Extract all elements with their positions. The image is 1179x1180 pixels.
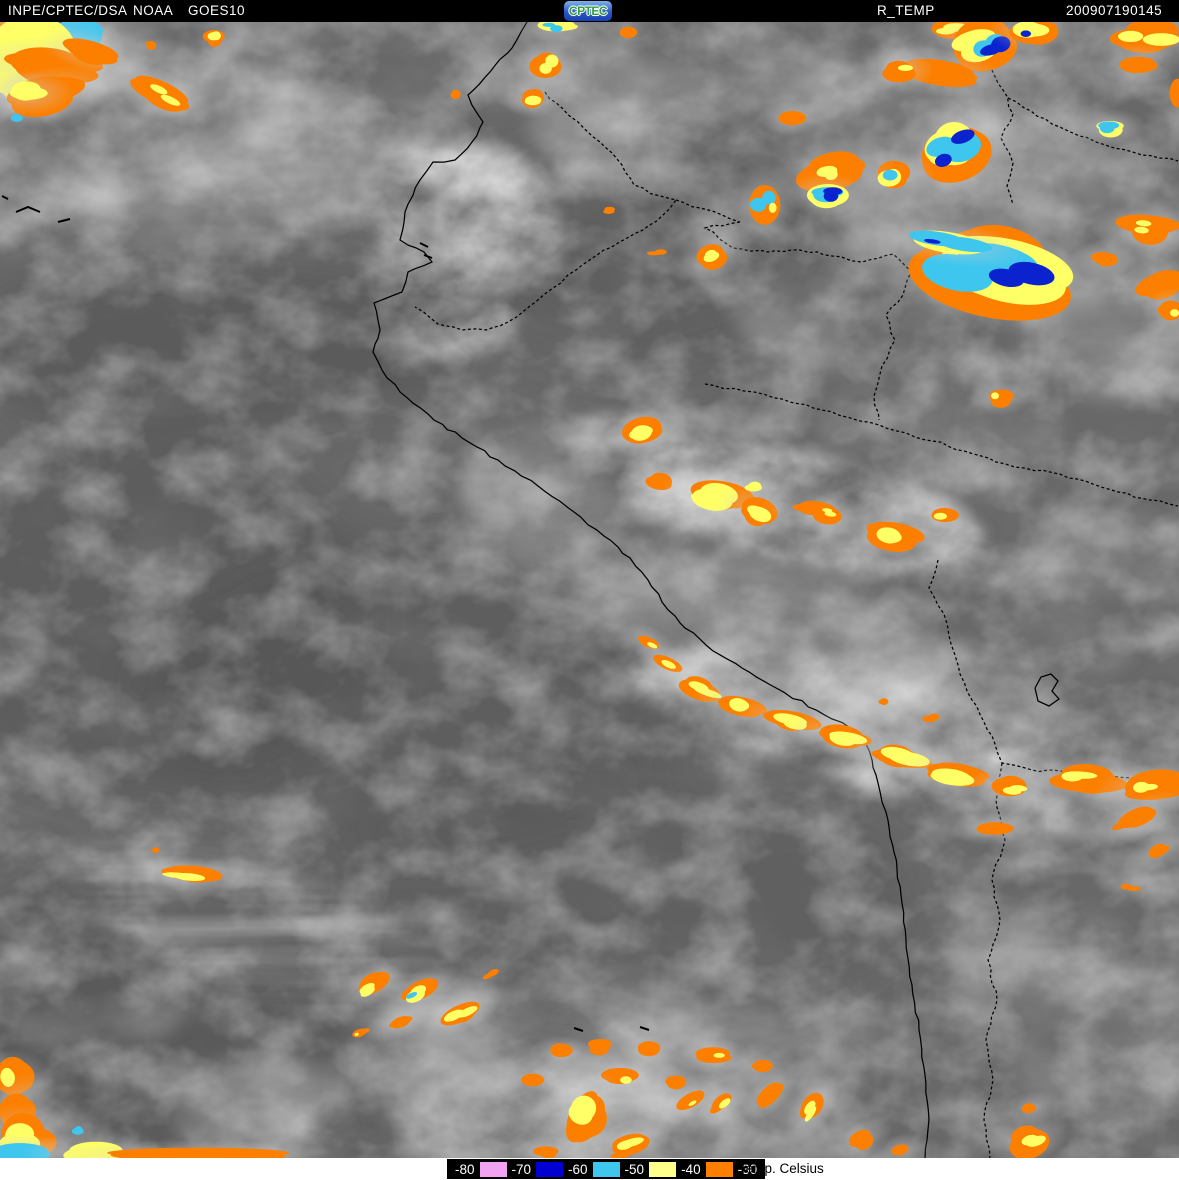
- legend-strip: -80 -70 -60 -50 -40 -30 Temp. Celsius: [0, 1158, 1179, 1180]
- legend-label: -60: [568, 1161, 588, 1177]
- legend-label: -80: [455, 1161, 475, 1177]
- satellite-map: [0, 22, 1179, 1158]
- legend-label: -40: [681, 1161, 701, 1177]
- legend-label: -70: [511, 1161, 532, 1177]
- cptec-logo: CPTEC: [564, 1, 612, 21]
- legend-swatch: [592, 1161, 620, 1177]
- legend-swatch: [705, 1161, 733, 1177]
- cptec-logo-text: CPTEC: [568, 4, 608, 18]
- legend-swatch: [536, 1161, 564, 1177]
- legend-label: -30: [737, 1161, 758, 1177]
- header-bar: INPE/CPTEC/DSA NOAA GOES10 CPTEC R_TEMP …: [0, 0, 1179, 22]
- legend-unit-label: Temp. Celsius: [739, 1161, 824, 1176]
- satellite-image: [0, 22, 1179, 1158]
- legend-swatch: [479, 1161, 507, 1177]
- product-label: R_TEMP: [877, 3, 935, 18]
- legend-bar: -80 -70 -60 -50 -40 -30: [447, 1159, 766, 1179]
- satellite-label: NOAA: [133, 3, 174, 18]
- timestamp-label: 200907190145: [1066, 3, 1163, 18]
- sensor-label: GOES10: [188, 3, 246, 18]
- legend-swatch: [649, 1161, 677, 1177]
- agency-label: INPE/CPTEC/DSA: [8, 3, 128, 18]
- legend-label: -50: [624, 1161, 645, 1177]
